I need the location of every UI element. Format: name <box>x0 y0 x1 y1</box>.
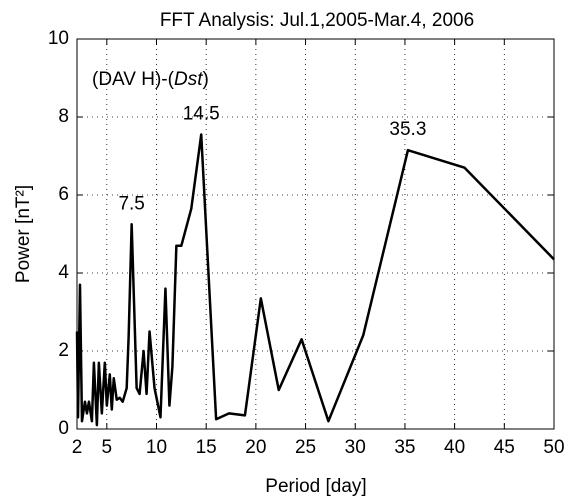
plot-frame <box>76 38 555 430</box>
x-axis-label: Period [day] <box>265 476 366 497</box>
inset-label: (DAV H)-(Dst) <box>92 69 209 90</box>
x-tick-label: 50 <box>543 437 564 458</box>
peak-label: 7.5 <box>118 193 144 214</box>
x-tick-label: 35 <box>394 437 415 458</box>
chart-title: FFT Analysis: Jul.1,2005-Mar.4, 2006 <box>160 10 474 31</box>
y-tick-label: 2 <box>58 340 69 361</box>
x-tick-label: 40 <box>444 437 465 458</box>
y-tick-label: 4 <box>58 262 69 283</box>
x-tick-label: 45 <box>494 437 515 458</box>
data-line <box>75 133 555 427</box>
peak-label: 35.3 <box>389 119 426 140</box>
y-axis-label: Power [nT²] <box>13 185 34 283</box>
y-tick-label: 8 <box>58 106 69 127</box>
peak-label: 14.5 <box>183 104 220 125</box>
x-tick-label: 25 <box>295 437 316 458</box>
x-tick-label: 20 <box>245 437 266 458</box>
x-tick-label: 15 <box>196 437 217 458</box>
inset-italic: Dst <box>174 69 203 90</box>
x-tick-label: 5 <box>102 437 113 458</box>
x-tick-label: 2 <box>72 437 83 458</box>
inset-suffix: ) <box>202 69 208 90</box>
y-tick-label: 10 <box>48 28 69 49</box>
inset-prefix: (DAV H)-( <box>92 69 175 90</box>
y-tick-label: 6 <box>58 184 69 205</box>
x-tick-label: 30 <box>345 437 366 458</box>
x-tick-label: 10 <box>146 437 167 458</box>
y-tick-label: 0 <box>58 418 69 439</box>
